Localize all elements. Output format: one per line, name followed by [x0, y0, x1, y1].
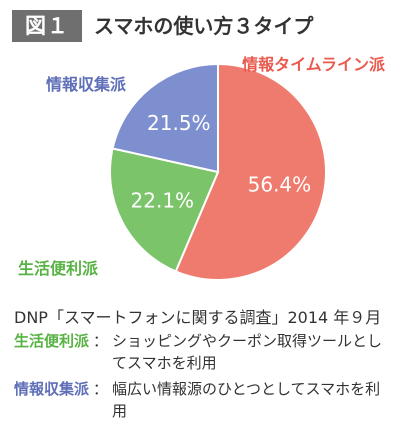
pie-chart-area: 56.4% 情報タイムライン派 22.1% 生活便利派 21.5% 情報収集派 — [0, 42, 400, 300]
legend-notes: 生活便利派 ： ショッピングやクーポン取得ツールとしてスマホを利用 情報収集派 … — [14, 330, 394, 426]
slice-value-label: 21.5% — [147, 111, 211, 135]
note-separator: ： — [93, 332, 109, 350]
slice-category-label: 生活便利派 — [18, 259, 99, 278]
note-description: ショッピングやクーポン取得ツールとしてスマホを利用 — [112, 332, 383, 372]
note-term: 情報収集派 — [14, 380, 90, 398]
note-description: 幅広い情報源のひとつとしてスマホを利用 — [112, 380, 381, 420]
figure-title: スマホの使い方３タイプ — [94, 14, 314, 38]
note-row: 生活便利派 ： ショッピングやクーポン取得ツールとしてスマホを利用 — [14, 330, 394, 374]
slice-category-label: 情報タイムライン派 — [242, 55, 386, 74]
slice-value-label: 56.4% — [248, 173, 312, 197]
slice-category-label: 情報収集派 — [46, 75, 127, 94]
note-row: 情報収集派 ： 幅広い情報源のひとつとしてスマホを利用 — [14, 378, 394, 422]
slice-value-label: 22.1% — [131, 189, 195, 213]
pie-slice-2 — [109, 147, 220, 273]
pie-chart: 56.4% 情報タイムライン派 22.1% 生活便利派 21.5% 情報収集派 — [18, 55, 386, 281]
note-separator: ： — [93, 380, 109, 398]
pie-slice-1 — [174, 62, 327, 281]
source-note: DNP「スマートフォンに関する調査」2014 年９月 — [14, 308, 382, 327]
figure-header: 図１ スマホの使い方３タイプ — [12, 10, 388, 42]
note-term: 生活便利派 — [14, 332, 90, 350]
figure-number-badge: 図１ — [12, 10, 82, 42]
pie-slice-3 — [111, 62, 219, 174]
